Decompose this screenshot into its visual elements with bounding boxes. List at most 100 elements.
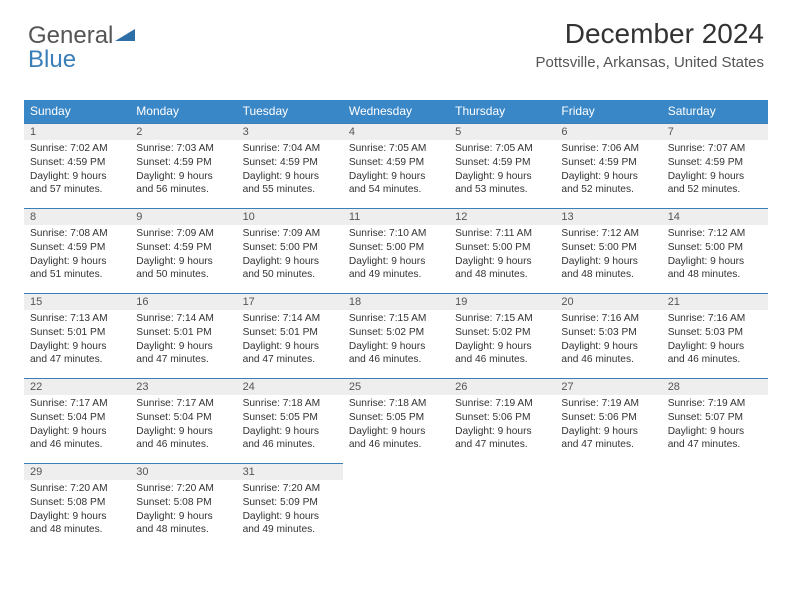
sunrise-text: Sunrise: 7:20 AM	[30, 483, 108, 494]
day-detail: Sunrise: 7:18 AMSunset: 5:05 PMDaylight:…	[343, 395, 449, 456]
calendar-cell: 18Sunrise: 7:15 AMSunset: 5:02 PMDayligh…	[343, 293, 449, 378]
day-number: 11	[343, 208, 449, 225]
daylight-text-2: and 52 minutes.	[668, 184, 741, 195]
sunset-text: Sunset: 5:01 PM	[30, 327, 105, 338]
daylight-text-2: and 48 minutes.	[668, 269, 741, 280]
day-number: 31	[237, 463, 343, 480]
daylight-text-1: Daylight: 9 hours	[30, 511, 106, 522]
day-detail: Sunrise: 7:15 AMSunset: 5:02 PMDaylight:…	[449, 310, 555, 371]
calendar-cell: ..	[555, 463, 661, 548]
day-detail: Sunrise: 7:13 AMSunset: 5:01 PMDaylight:…	[24, 310, 130, 371]
sunset-text: Sunset: 5:03 PM	[668, 327, 743, 338]
day-detail: Sunrise: 7:06 AMSunset: 4:59 PMDaylight:…	[555, 140, 661, 201]
calendar-cell: 19Sunrise: 7:15 AMSunset: 5:02 PMDayligh…	[449, 293, 555, 378]
sunset-text: Sunset: 5:00 PM	[455, 242, 530, 253]
daylight-text-2: and 47 minutes.	[455, 439, 528, 450]
calendar-cell: 20Sunrise: 7:16 AMSunset: 5:03 PMDayligh…	[555, 293, 661, 378]
logo-triangle-icon	[115, 22, 135, 46]
daylight-text-1: Daylight: 9 hours	[668, 256, 744, 267]
sunrise-text: Sunrise: 7:16 AM	[561, 313, 639, 324]
sunset-text: Sunset: 5:05 PM	[243, 412, 318, 423]
day-number: 4	[343, 123, 449, 140]
sunset-text: Sunset: 5:08 PM	[30, 497, 105, 508]
daylight-text-2: and 46 minutes.	[349, 354, 422, 365]
daylight-text-1: Daylight: 9 hours	[30, 426, 106, 437]
sunset-text: Sunset: 5:02 PM	[349, 327, 424, 338]
sunrise-text: Sunrise: 7:03 AM	[136, 143, 214, 154]
daylight-text-1: Daylight: 9 hours	[668, 341, 744, 352]
sunset-text: Sunset: 5:06 PM	[561, 412, 636, 423]
calendar-cell: ..	[449, 463, 555, 548]
sunset-text: Sunset: 5:00 PM	[349, 242, 424, 253]
day-detail: Sunrise: 7:19 AMSunset: 5:07 PMDaylight:…	[662, 395, 768, 456]
daylight-text-2: and 46 minutes.	[30, 439, 103, 450]
sunrise-text: Sunrise: 7:05 AM	[349, 143, 427, 154]
sunset-text: Sunset: 5:03 PM	[561, 327, 636, 338]
daylight-text-1: Daylight: 9 hours	[243, 171, 319, 182]
day-detail: Sunrise: 7:14 AMSunset: 5:01 PMDaylight:…	[130, 310, 236, 371]
sunrise-text: Sunrise: 7:08 AM	[30, 228, 108, 239]
daylight-text-1: Daylight: 9 hours	[455, 426, 531, 437]
day-detail: Sunrise: 7:14 AMSunset: 5:01 PMDaylight:…	[237, 310, 343, 371]
day-number: 27	[555, 378, 661, 395]
day-number: 12	[449, 208, 555, 225]
calendar-cell: 21Sunrise: 7:16 AMSunset: 5:03 PMDayligh…	[662, 293, 768, 378]
day-number: 8	[24, 208, 130, 225]
calendar-cell: 6Sunrise: 7:06 AMSunset: 4:59 PMDaylight…	[555, 123, 661, 208]
sunrise-text: Sunrise: 7:15 AM	[349, 313, 427, 324]
calendar-cell: 9Sunrise: 7:09 AMSunset: 4:59 PMDaylight…	[130, 208, 236, 293]
day-number: 21	[662, 293, 768, 310]
day-header: Saturday	[662, 100, 768, 123]
calendar-cell: 27Sunrise: 7:19 AMSunset: 5:06 PMDayligh…	[555, 378, 661, 463]
sunset-text: Sunset: 4:59 PM	[561, 157, 636, 168]
logo: General Blue	[28, 22, 135, 72]
calendar-cell: 29Sunrise: 7:20 AMSunset: 5:08 PMDayligh…	[24, 463, 130, 548]
sunrise-text: Sunrise: 7:04 AM	[243, 143, 321, 154]
calendar-week: 8 Sunrise: 7:08 AM Sunset: 4:59 PM Daylight…	[24, 208, 768, 293]
day-detail: Sunrise: 7:17 AMSunset: 5:04 PMDaylight:…	[24, 395, 130, 456]
day-number: 30	[130, 463, 236, 480]
day-detail: Sunrise: 7:16 AMSunset: 5:03 PMDaylight:…	[662, 310, 768, 371]
sunset-text: Sunset: 4:59 PM	[30, 242, 105, 253]
day-detail: Sunrise: 7:12 AMSunset: 5:00 PMDaylight:…	[555, 225, 661, 286]
day-detail: Sunrise: 7:10 AMSunset: 5:00 PMDaylight:…	[343, 225, 449, 286]
daylight-text-2: and 47 minutes.	[136, 354, 209, 365]
daylight-text-2: and 47 minutes.	[30, 354, 103, 365]
calendar-cell: 7Sunrise: 7:07 AMSunset: 4:59 PMDaylight…	[662, 123, 768, 208]
calendar-cell: ..	[343, 463, 449, 548]
day-number: 18	[343, 293, 449, 310]
day-number: 15	[24, 293, 130, 310]
day-detail: Sunrise: 7:11 AMSunset: 5:00 PMDaylight:…	[449, 225, 555, 286]
daylight-text-1: Daylight: 9 hours	[455, 256, 531, 267]
daylight-text-2: and 52 minutes.	[561, 184, 634, 195]
daylight-text-2: and 51 minutes.	[30, 269, 103, 280]
day-detail: Sunrise: 7:20 AMSunset: 5:08 PMDaylight:…	[130, 480, 236, 541]
daylight-text-2: and 53 minutes.	[455, 184, 528, 195]
daylight-text-1: Daylight: 9 hours	[243, 341, 319, 352]
calendar-cell: 14Sunrise: 7:12 AMSunset: 5:00 PMDayligh…	[662, 208, 768, 293]
sunset-text: Sunset: 5:04 PM	[136, 412, 211, 423]
calendar-cell: 17Sunrise: 7:14 AMSunset: 5:01 PMDayligh…	[237, 293, 343, 378]
calendar-cell: 26Sunrise: 7:19 AMSunset: 5:06 PMDayligh…	[449, 378, 555, 463]
calendar-cell: 13Sunrise: 7:12 AMSunset: 5:00 PMDayligh…	[555, 208, 661, 293]
sunrise-text: Sunrise: 7:02 AM	[30, 143, 108, 154]
daylight-text-1: Daylight: 9 hours	[668, 426, 744, 437]
day-detail: Sunrise: 7:05 AMSunset: 4:59 PMDaylight:…	[343, 140, 449, 201]
sunrise-text: Sunrise: 7:10 AM	[349, 228, 427, 239]
day-detail: Sunrise: 7:09 AMSunset: 4:59 PMDaylight:…	[130, 225, 236, 286]
daylight-text-2: and 46 minutes.	[455, 354, 528, 365]
day-number: 22	[24, 378, 130, 395]
sunrise-text: Sunrise: 7:09 AM	[243, 228, 321, 239]
daylight-text-2: and 46 minutes.	[136, 439, 209, 450]
calendar-cell: 15Sunrise: 7:13 AMSunset: 5:01 PMDayligh…	[24, 293, 130, 378]
sunset-text: Sunset: 5:05 PM	[349, 412, 424, 423]
sunrise-text: Sunrise: 7:14 AM	[243, 313, 321, 324]
daylight-text-2: and 46 minutes.	[243, 439, 316, 450]
calendar-cell: ..	[662, 463, 768, 548]
sunset-text: Sunset: 5:07 PM	[668, 412, 743, 423]
daylight-text-1: Daylight: 9 hours	[561, 256, 637, 267]
sunset-text: Sunset: 4:59 PM	[668, 157, 743, 168]
day-number: 6	[555, 123, 661, 140]
daylight-text-2: and 48 minutes.	[136, 524, 209, 535]
daylight-text-1: Daylight: 9 hours	[561, 341, 637, 352]
